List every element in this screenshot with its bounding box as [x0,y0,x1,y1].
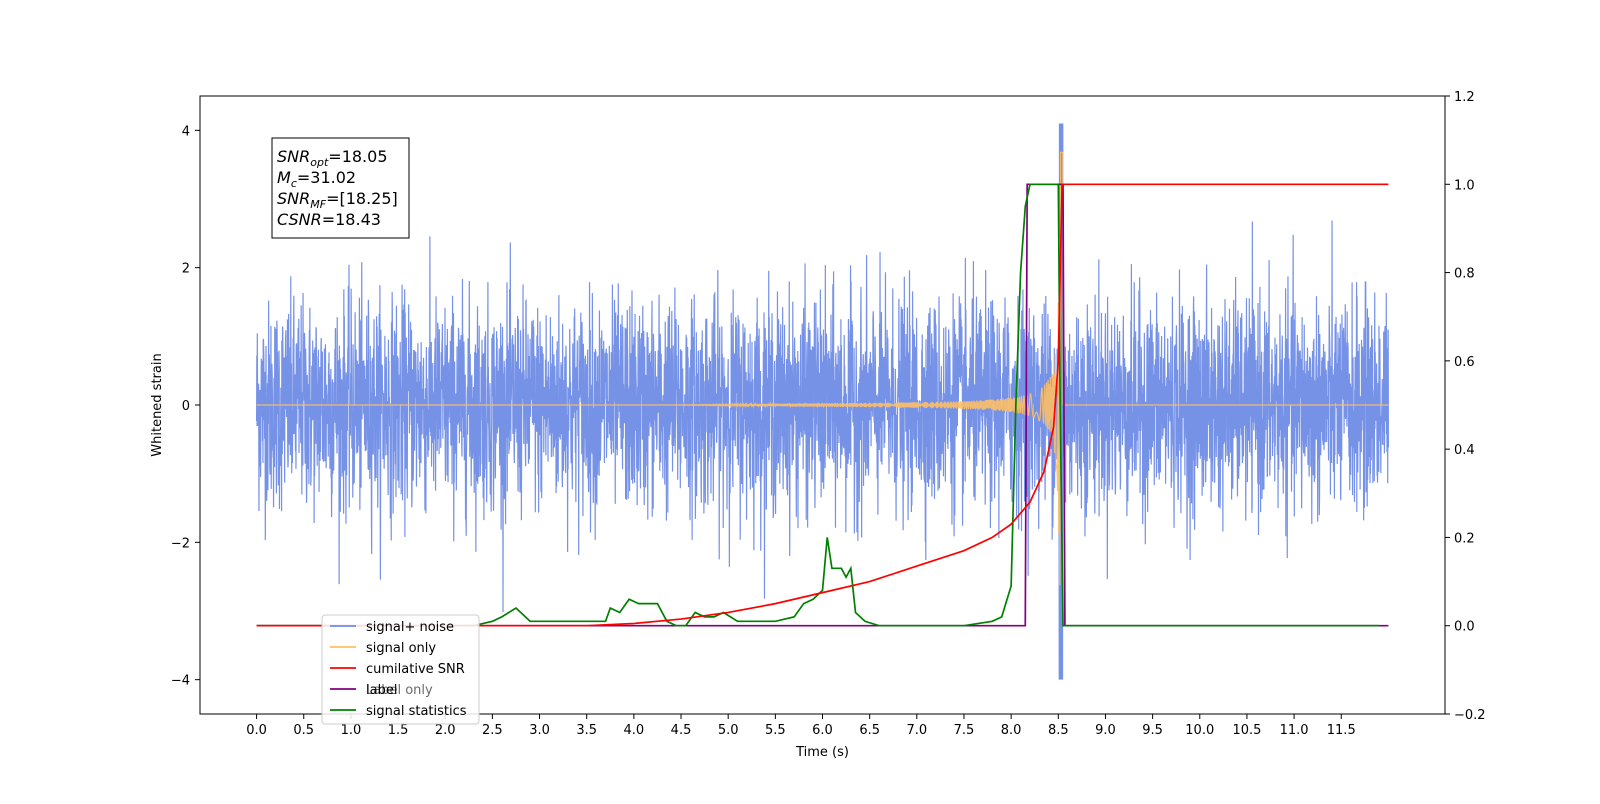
annotation-frame [271,137,410,239]
x-axis-label: Time (s) [795,745,849,760]
annotation-symbol: M [277,168,291,187]
y-right-tick-label: 0.8 [1454,267,1475,282]
x-tick-label: 0.0 [246,723,267,738]
y-left-tick-label: 0 [182,399,190,414]
axes: 0.0 0.5 1.0 1.5 2.0 2.5 3.0 3.5 4.0 4.5 5.0 5.5 6.0 6… [150,90,1486,760]
annotation-value: =31.02 [297,168,356,187]
series-signal-statistics [256,183,1379,627]
x-tick-label: 1.5 [388,723,409,738]
y-right-tick-label: 0.0 [1454,620,1475,635]
annotation-value: =[18.25] [326,189,398,208]
series-cumulative-snr [256,183,1389,627]
x-tick-label: 4.0 [624,723,645,738]
y-right-tick-label: 0.6 [1454,355,1475,370]
x-tick-label: 5.0 [718,723,739,738]
annotation-box: SNRopt=18.05Mc=31.02SNRMF=[18.25]CSNR=18… [271,137,410,239]
legend-label: cumilative SNR [366,662,465,677]
x-tick-label: 4.5 [671,723,692,738]
x-tick-label: 11.5 [1327,723,1356,738]
x-tick-label: 8.0 [1001,723,1022,738]
annotation-symbol: SNR [277,189,310,208]
y-right-tick-label: 0.2 [1454,531,1475,546]
x-tick-label: 7.0 [906,723,927,738]
x-tick-label: 1.0 [341,723,362,738]
legend: signal+ noise signal only cumilative SNR la… [321,614,480,725]
x-tick-label: 5.5 [765,723,786,738]
series-signal-only [256,151,1389,586]
annotation-symbol: SNR [277,147,310,166]
x-tick-label: 10.0 [1185,723,1214,738]
annotation-symbol: CSNR [277,210,322,229]
annotation-subscript: MF [310,198,326,211]
legend-label: signal+ noise [366,620,454,635]
legend-label: signal statistics [366,704,467,719]
series-signal-noise [255,123,1390,680]
annotation-line: SNRMF=[18.25] [277,189,398,211]
plot-series [255,123,1390,680]
x-tick-label: 6.5 [859,723,880,738]
annotation-line: CSNR=18.43 [277,210,381,229]
y-axis-label: Whitened strain [150,353,165,456]
x-tick-label: 7.5 [954,723,975,738]
legend-label: signal only [366,641,436,656]
x-tick-label: 3.5 [576,723,597,738]
legend-frame [321,614,480,725]
annotation-value: =18.43 [322,210,381,229]
y-right-tick-label: −0.2 [1454,708,1486,723]
x-tick-label: 9.0 [1095,723,1116,738]
x-tick-label: 0.5 [293,723,314,738]
x-tick-label: 8.5 [1048,723,1069,738]
annotation-line: SNRopt=18.05 [277,147,388,169]
y-left-tick-label: 4 [182,124,190,139]
plot-area [255,123,1390,680]
annotation-value: =18.05 [328,147,387,166]
x-tick-label: 10.5 [1232,723,1261,738]
y-right-tick-label: 1.0 [1454,178,1475,193]
y-left-tick-label: 2 [182,262,190,277]
legend-label-overlapped: Label only [366,683,433,698]
annotation-subscript: c [291,177,297,190]
x-tick-label: 2.0 [435,723,456,738]
legend-label: label [366,683,397,698]
x-tick-label: 2.5 [482,723,503,738]
x-tick-label: 6.0 [812,723,833,738]
x-tick-label: 11.0 [1280,723,1309,738]
x-tick-label: 9.5 [1142,723,1163,738]
y-left-tick-label: −4 [171,674,190,689]
x-tick-label: 3.0 [529,723,550,738]
y-left-tick-label: −2 [171,536,190,551]
y-right-tick-label: 1.2 [1454,90,1475,105]
y-right-tick-label: 0.4 [1454,443,1475,458]
annotation-subscript: opt [310,156,329,169]
annotation-line: Mc=31.02 [277,168,356,190]
